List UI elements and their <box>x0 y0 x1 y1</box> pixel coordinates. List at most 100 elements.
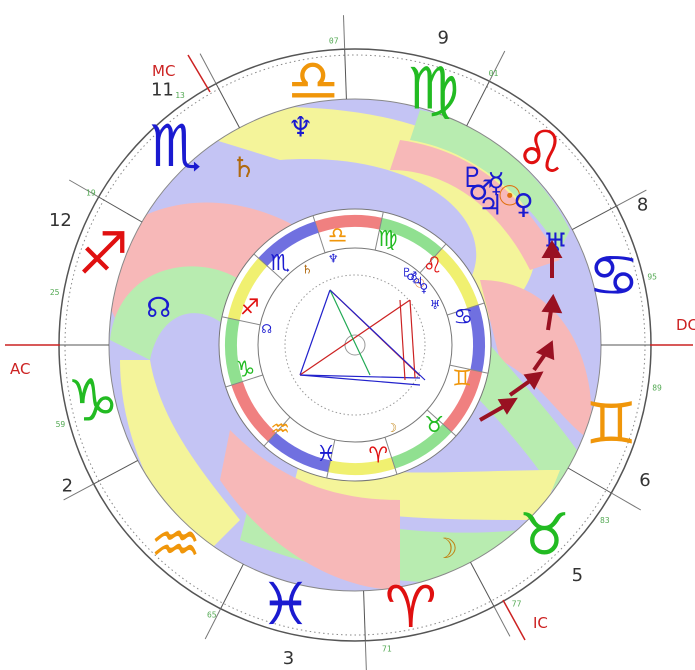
inner-zodiac-glyphs: ♎ ♍ ♌ ♋ ♊ ♉ ♈ ♓ ♒ ♑ ♐ ♏ <box>236 223 473 468</box>
inner-color-segment <box>467 304 485 373</box>
aspect-lines <box>299 289 426 386</box>
degree-label: 89 <box>652 383 662 392</box>
pluto-inner-icon: ♇ <box>401 265 412 279</box>
inner-color-segment <box>258 221 319 267</box>
house-cusp-line <box>98 196 143 223</box>
venus-inner-icon: ♀ <box>420 281 429 295</box>
inner-segment-divider <box>225 374 263 388</box>
virgo-sign-icon: ♍ <box>407 55 459 123</box>
inner-white-disc <box>257 247 453 443</box>
degree-label: 83 <box>600 516 610 525</box>
house-cusp-line <box>567 467 612 494</box>
inner-segment-divider <box>253 253 284 281</box>
scorpio-inner-sign-icon: ♏ <box>270 251 290 276</box>
degree-label: 95 <box>647 272 657 281</box>
mercury-inner-icon: ☿ <box>410 271 417 285</box>
libra-inner-sign-icon: ♎ <box>328 223 348 248</box>
house-cusp-extension <box>364 640 367 670</box>
house-cusp-extension <box>63 483 94 501</box>
mercury-icon: ☿ <box>487 167 504 200</box>
inner-segment-divider <box>426 409 457 437</box>
aspect-line <box>299 289 331 376</box>
inner-color-segment <box>224 317 243 386</box>
moon-icon: ☽ <box>433 532 458 565</box>
house-cusp-line <box>466 81 490 127</box>
taurus-sign-icon: ♉ <box>519 501 571 569</box>
libra-sign-icon: ♎ <box>287 46 339 114</box>
inner-segment-divider <box>449 364 489 374</box>
house-cusp-line <box>220 563 244 609</box>
band-air-left <box>120 360 240 560</box>
house-number-3: 3 <box>283 648 294 669</box>
inner-segment-divider <box>221 316 261 326</box>
house-cusp-line <box>215 83 240 129</box>
inner-segment-divider <box>312 215 326 253</box>
aspect-line <box>299 299 411 376</box>
sun-icon: ☉ <box>497 180 522 213</box>
degree-label: 65 <box>207 610 217 619</box>
aries-inner-sign-icon: ♈ <box>368 444 388 469</box>
aspect-line <box>329 289 371 376</box>
degree-label: 01 <box>489 69 499 78</box>
sagittarius-inner-sign-icon: ♐ <box>240 296 260 321</box>
inner-dotted-circle <box>284 274 426 416</box>
inner-segment-divider <box>374 211 384 251</box>
mc-label: MC <box>152 62 175 80</box>
band-fire-right <box>480 280 592 440</box>
pluto-icon: ♇ <box>460 161 485 194</box>
degree-label: 19 <box>86 189 96 198</box>
band-earth <box>110 266 260 360</box>
gemini-sign-icon: ♊ <box>585 389 637 457</box>
degree-label: 13 <box>175 91 185 100</box>
house-cusp-extension <box>199 53 217 84</box>
jupiter-icon: ♃ <box>478 189 503 222</box>
capricorn-sign-icon: ♑ <box>67 367 119 435</box>
mc-axis-line <box>187 54 211 93</box>
capricorn-inner-sign-icon: ♑ <box>236 357 256 382</box>
inner-color-segment <box>231 381 277 442</box>
moon-inner-icon: ☽ <box>386 421 397 435</box>
house-cusp-extension <box>488 50 506 82</box>
band-earth-top <box>410 110 570 250</box>
direction-arrows <box>479 240 563 422</box>
house-cusp-lines <box>25 15 685 670</box>
leo-sign-icon: ♌ <box>515 118 567 186</box>
aspect-line <box>299 374 421 386</box>
mars-icon: ♂ <box>468 174 493 207</box>
house-cusp-line <box>571 205 617 230</box>
house-number-5: 5 <box>572 565 583 586</box>
house-cusp-line <box>363 590 366 641</box>
house-number-9: 9 <box>437 27 448 48</box>
house-cusp-line <box>344 49 347 100</box>
north-node-icon: ☊ <box>146 291 171 324</box>
sagittarius-sign-icon: ♐ <box>77 219 129 287</box>
saturn-inner-icon: ♄ <box>302 263 313 277</box>
inner-color-segment <box>268 432 331 473</box>
ic-label: IC <box>533 614 548 632</box>
house-cusp-line <box>470 561 495 607</box>
house-number-8: 8 <box>637 195 648 216</box>
ac-label: AC <box>10 360 30 378</box>
aquarius-inner-sign-icon: ♒ <box>270 417 290 442</box>
uranus-inner-icon: ♅ <box>430 298 441 312</box>
dc-label: DC <box>676 316 695 334</box>
mars-inner-icon: ♂ <box>406 269 417 283</box>
inner-segment-divider <box>326 439 336 479</box>
inner-color-segment <box>442 369 483 432</box>
house-number-12: 12 <box>49 210 72 231</box>
house-cusp-extension <box>342 15 346 50</box>
aquarius-sign-icon: ♒ <box>150 510 202 578</box>
inner-segment-divider <box>447 302 485 316</box>
degree-label: 77 <box>512 600 522 609</box>
cancer-sign-icon: ♋ <box>588 242 640 310</box>
inner-zodiac-segments <box>221 211 489 479</box>
inner-segment-divider <box>384 437 398 475</box>
sun-inner-icon: ☉ <box>414 276 425 290</box>
band-fire-bottom <box>220 430 400 590</box>
virgo-inner-sign-icon: ♍ <box>378 227 398 252</box>
house-cusp-line <box>93 460 139 485</box>
scorpio-sign-icon: ♏ <box>150 112 202 180</box>
